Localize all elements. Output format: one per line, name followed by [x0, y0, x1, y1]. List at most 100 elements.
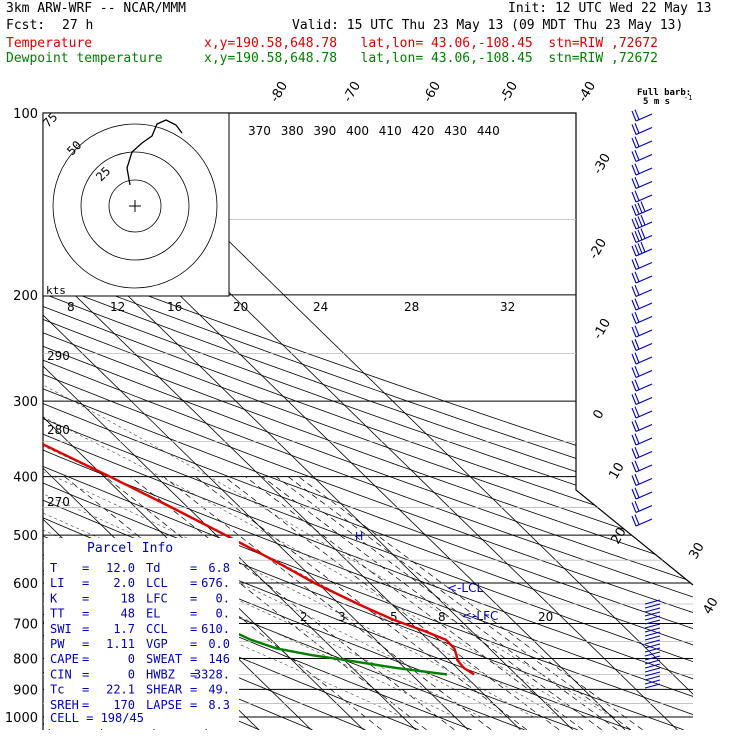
parcel-eq: =	[190, 591, 197, 605]
wind-barb	[644, 631, 661, 637]
dry-adiabat	[43, 113, 693, 730]
hodograph-units: kts	[46, 284, 66, 297]
parcel-value: 3328.	[194, 667, 230, 681]
parcel-key: PW	[50, 637, 65, 651]
parcel-key: HWBZ	[146, 667, 175, 681]
forecast-label: Fcst:	[6, 18, 46, 33]
parcel-eq: =	[190, 698, 197, 712]
parcel-cell: CELL = 198/45	[50, 711, 144, 725]
isotherm-label: -70	[340, 79, 364, 105]
wind-barb	[631, 257, 653, 271]
wind-barb	[644, 651, 661, 657]
dry-adiabat	[43, 113, 693, 730]
wind-barb	[631, 163, 653, 176]
wind-barb	[631, 500, 653, 514]
temperature-location: x,y=190.58,648.78 lat,lon= 43.06,-108.45…	[204, 36, 658, 51]
wind-barb	[644, 667, 661, 673]
wind-barb	[644, 615, 661, 621]
wind-barb	[644, 647, 661, 653]
wind-barb	[631, 446, 653, 460]
parcel-key: CIN	[50, 667, 72, 681]
hodograph-ring	[108, 179, 162, 233]
parcel-eq: =	[190, 561, 197, 575]
mixing-ratio-label: 24	[313, 300, 328, 314]
wind-barb	[631, 473, 653, 487]
wind-barb	[644, 607, 661, 613]
barb-legend-value: 5 m s	[643, 97, 670, 107]
isotherm	[43, 113, 50, 730]
pressure-label: 400	[13, 471, 38, 486]
parcel-value: 0.	[216, 607, 230, 621]
mixing-ratio-line	[245, 476, 584, 730]
wind-barb	[631, 122, 653, 136]
parcel-value: 2.0	[113, 576, 135, 590]
theta-label: 290	[47, 349, 70, 363]
dry-adiabat	[43, 113, 693, 730]
parcel-value: 1.11	[106, 637, 135, 651]
mixing-ratio-label: 16	[167, 300, 182, 314]
wind-barb	[631, 109, 653, 122]
dry-adiabat	[43, 113, 693, 730]
h-marker: H	[355, 530, 363, 543]
wind-barb	[631, 190, 653, 203]
theta-label: 270	[47, 495, 70, 509]
isotherm-label: 20	[608, 525, 629, 547]
wind-barb	[631, 352, 653, 365]
isotherm-label: 0	[590, 407, 607, 422]
parcel-eq: =	[82, 622, 89, 636]
parcel-value: 22.1	[106, 683, 135, 697]
valid-time: Valid: 15 UTC Thu 23 May 13 (09 MDT Thu …	[292, 18, 684, 33]
theta-label: 430	[444, 124, 467, 138]
isotherm-label: 40	[700, 595, 721, 617]
parcel-value: 8.3	[208, 698, 230, 712]
dry-adiabat	[43, 113, 693, 730]
mixing-ratio-label: 8	[438, 610, 446, 624]
pressure-label: 700	[13, 617, 38, 632]
isotherm-label: 30	[686, 540, 707, 562]
parcel-key: EL	[146, 607, 160, 621]
parcel-value: 48	[121, 607, 135, 621]
dewpoint-legend-label: Dewpoint temperature	[6, 51, 163, 66]
barb-legend-sup: -1	[684, 94, 692, 102]
pressure-label: 1000	[5, 711, 38, 726]
parcel-value: 610.	[201, 622, 230, 636]
mixing-ratio-label: 8	[67, 300, 75, 314]
wind-barb	[644, 671, 661, 677]
parcel-info-title: Parcel Info	[87, 541, 173, 556]
parcel-eq: =	[190, 607, 197, 621]
pressure-label: 500	[13, 529, 38, 544]
wind-barb	[631, 514, 653, 527]
theta-label: 370	[248, 124, 271, 138]
parcel-key: K	[50, 591, 58, 605]
parcel-info-box	[44, 538, 239, 729]
wind-barb	[631, 433, 653, 446]
dry-adiabat	[43, 113, 366, 730]
dry-adiabat	[43, 113, 693, 730]
dry-adiabat	[43, 113, 693, 730]
theta-label: 280	[47, 423, 70, 437]
isotherm-label: 10	[606, 460, 627, 482]
wind-barb	[631, 365, 653, 379]
wind-barb	[644, 639, 661, 645]
pressure-label: 600	[13, 577, 38, 592]
isotherm-label: -10	[590, 316, 614, 342]
isotherm	[43, 113, 364, 730]
parcel-key: T	[50, 561, 57, 575]
wind-barb	[631, 228, 653, 244]
isotherm-label: -50	[497, 79, 521, 105]
wind-barb	[644, 655, 661, 661]
parcel-key: SWEAT	[146, 652, 182, 666]
parcel-eq: =	[190, 637, 197, 651]
parcel-eq: =	[190, 622, 197, 636]
wind-barb	[644, 663, 661, 669]
theta-label: 440	[477, 124, 500, 138]
mixing-ratio-line	[287, 476, 632, 730]
isotherm-label: -40	[575, 79, 599, 105]
parcel-value: 12.0	[106, 561, 135, 575]
parcel-key: Tc	[50, 683, 64, 697]
wind-barb	[631, 214, 653, 230]
wind-barb	[631, 176, 653, 190]
isotherm-label: -20	[586, 236, 610, 262]
dry-adiabat	[43, 113, 693, 730]
